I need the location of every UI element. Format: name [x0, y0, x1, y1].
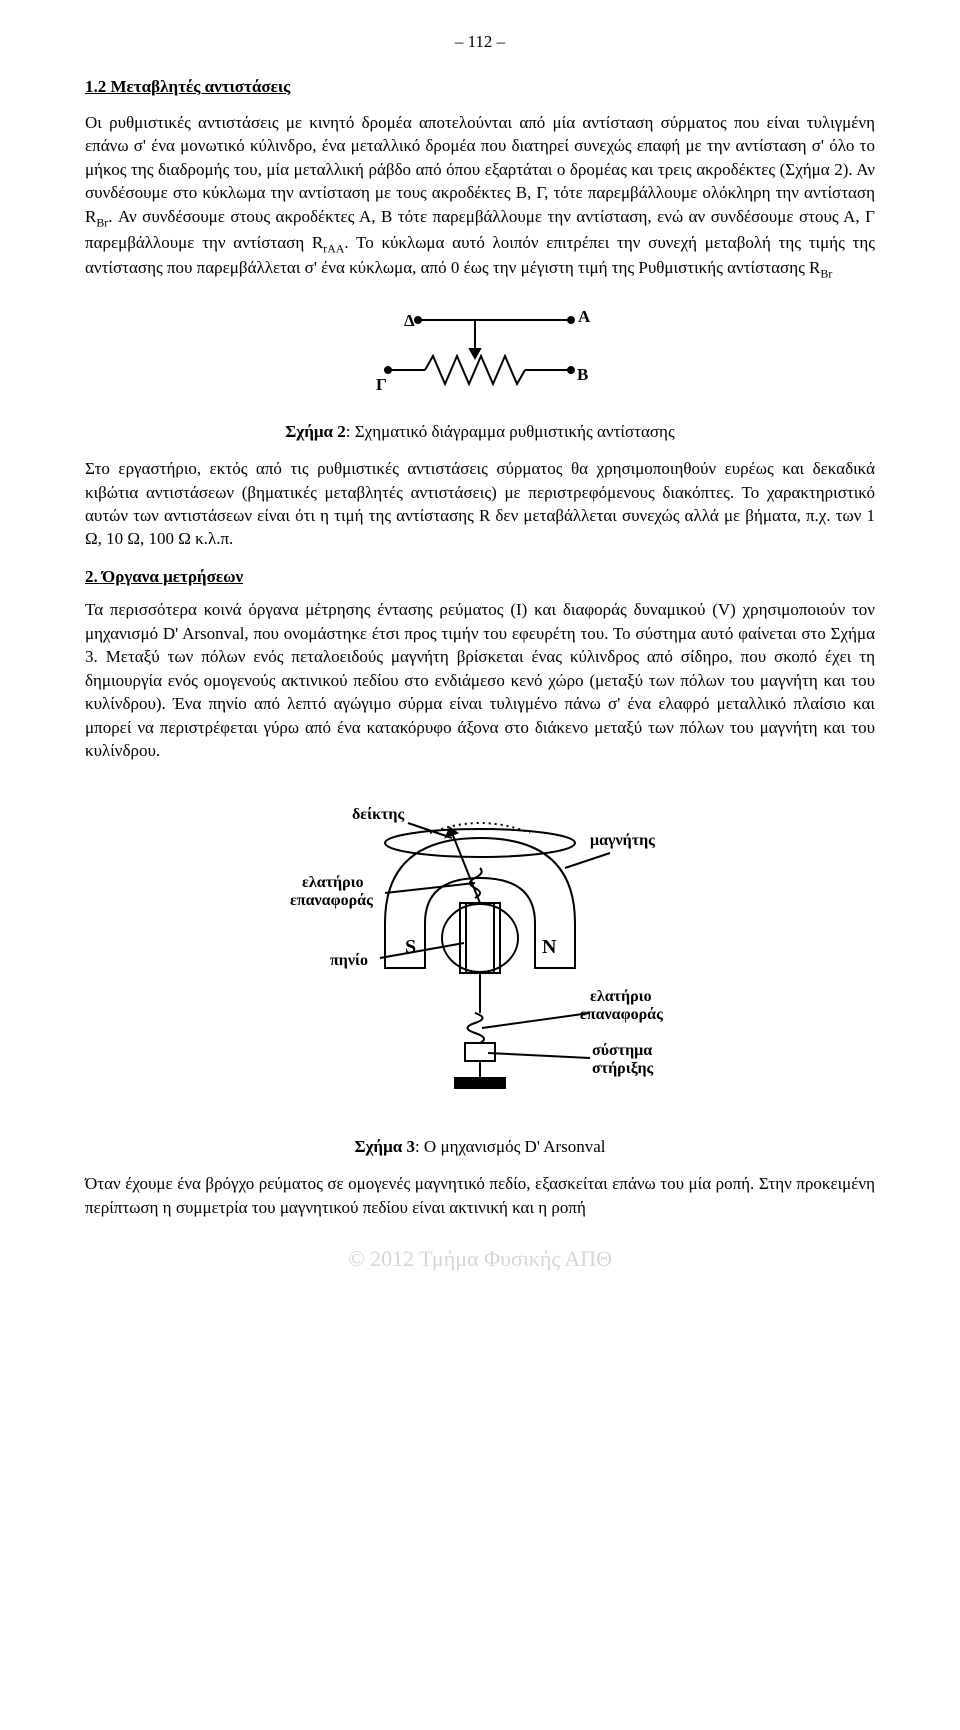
fig3-label-n: N: [542, 936, 557, 958]
figure-2-container: Δ Α Γ Β: [85, 302, 875, 403]
figure-3-caption-bold: Σχήμα 3: [354, 1137, 415, 1156]
section-2-paragraph: Τα περισσότερα κοινά όργανα μέτρησης έντ…: [85, 598, 875, 762]
section-1-paragraph: Οι ρυθμιστικές αντιστάσεις με κινητό δρο…: [85, 111, 875, 282]
paragraph-lab: Στο εργαστήριο, εκτός από τις ρυθμιστικέ…: [85, 457, 875, 551]
fig2-label-gamma: Γ: [376, 375, 387, 394]
figure-2-caption-bold: Σχήμα 2: [285, 422, 346, 441]
fig2-label-b: Β: [577, 365, 588, 384]
page-number: – 112 –: [85, 30, 875, 53]
watermark-text: © 2012 Τμήμα Φυσικής ΑΠΘ: [85, 1244, 875, 1274]
fig3-label-pinio: πηνίο: [330, 952, 368, 969]
fig3-label-systima2: στήριξης: [592, 1060, 654, 1077]
fig3-label-elatirio2a: ελατήριο: [590, 988, 652, 1005]
section-1-paragraph-text: Οι ρυθμιστικές αντιστάσεις με κινητό δρο…: [85, 113, 875, 277]
figure-3-caption-rest: : Ο μηχανισμός D' Arsonval: [415, 1137, 606, 1156]
fig3-label-systima1: σύστημα: [592, 1042, 652, 1059]
fig3-label-deiktis: δείκτης: [352, 806, 404, 823]
fig3-label-s: S: [405, 936, 416, 958]
figure-3-caption: Σχήμα 3: Ο μηχανισμός D' Arsonval: [85, 1135, 875, 1158]
fig3-label-magnitis: μαγνήτης: [590, 832, 655, 849]
section-2-heading: 2. Όργανα μετρήσεων: [85, 565, 875, 588]
figure-2-caption: Σχήμα 2: Σχηματικό διάγραμμα ρυθμιστικής…: [85, 420, 875, 443]
fig3-label-elatirio1a: ελατήριο: [302, 874, 364, 891]
fig3-label-elatirio1b: επαναφοράς: [290, 892, 373, 909]
closing-paragraph: Όταν έχουμε ένα βρόγχο ρεύματος σε ομογε…: [85, 1172, 875, 1219]
figure-2-caption-rest: : Σχηματικό διάγραμμα ρυθμιστικής αντίστ…: [346, 422, 675, 441]
fig2-label-delta: Δ: [404, 311, 415, 330]
figure-3-container: S N δείκτης μαγνήτης ελατήριο επαναφοράς…: [85, 783, 875, 1119]
fig2-label-a: Α: [578, 307, 590, 326]
figure-3-diagram-icon: S N δείκτης μαγνήτης ελατήριο επαναφοράς…: [290, 783, 670, 1113]
section-1-title: 1.2 Μεταβλητές αντιστάσεις: [85, 75, 875, 98]
fig3-label-elatirio2b: επαναφοράς: [580, 1006, 663, 1023]
figure-2-diagram-icon: Δ Α Γ Β: [370, 302, 590, 397]
